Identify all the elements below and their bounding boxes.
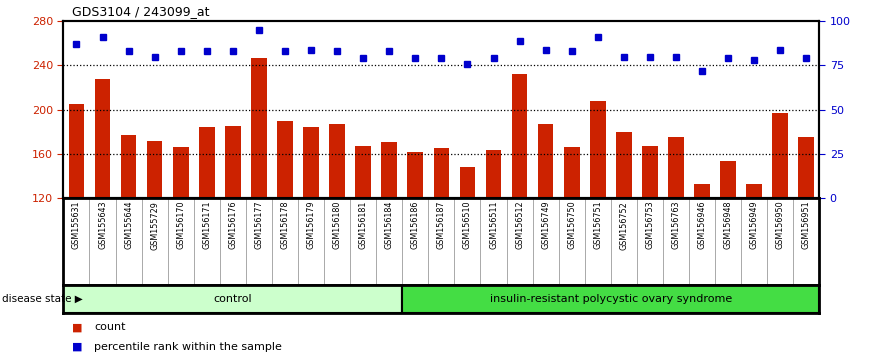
Bar (173, 147, 189, 198)
Text: GSM156950: GSM156950 (776, 201, 785, 250)
Bar (199, 127, 215, 198)
Text: ■: ■ (72, 322, 83, 332)
Bar (637, 198, 663, 285)
Text: control: control (213, 294, 252, 304)
Bar (63, 285, 403, 313)
Text: GSM156946: GSM156946 (698, 201, 707, 249)
Text: GSM156753: GSM156753 (646, 201, 655, 250)
Bar (329, 124, 345, 198)
Bar (455, 198, 480, 285)
Text: count: count (94, 322, 126, 332)
Text: GSM156181: GSM156181 (359, 201, 367, 249)
Bar (663, 198, 689, 285)
Text: GSM156180: GSM156180 (333, 201, 342, 249)
Text: GSM155631: GSM155631 (72, 201, 81, 249)
Text: GSM156951: GSM156951 (802, 201, 811, 250)
Bar (355, 146, 371, 198)
Bar (537, 124, 553, 198)
Bar (767, 198, 793, 285)
Text: GSM156184: GSM156184 (385, 201, 394, 249)
Bar (428, 198, 455, 285)
Bar (225, 126, 241, 198)
Bar (798, 137, 814, 198)
Bar (721, 161, 736, 198)
Bar (142, 198, 167, 285)
Text: GSM156948: GSM156948 (723, 201, 733, 249)
Text: GSM156177: GSM156177 (255, 201, 263, 250)
Bar (689, 198, 715, 285)
Text: GSM156187: GSM156187 (437, 201, 446, 249)
Text: GSM156178: GSM156178 (280, 201, 290, 249)
Bar (533, 198, 559, 285)
Bar (507, 198, 533, 285)
Text: GSM156751: GSM156751 (593, 201, 603, 250)
Text: GSM156752: GSM156752 (619, 201, 628, 250)
Bar (746, 184, 762, 198)
Bar (485, 149, 501, 198)
Text: GSM156171: GSM156171 (203, 201, 211, 249)
Text: disease state ▶: disease state ▶ (2, 294, 83, 304)
Bar (272, 198, 298, 285)
Bar (616, 132, 632, 198)
Bar (90, 198, 115, 285)
Text: GSM156750: GSM156750 (567, 201, 576, 250)
Bar (381, 142, 397, 198)
Bar (585, 198, 611, 285)
Text: GSM156763: GSM156763 (671, 201, 680, 249)
Bar (564, 147, 580, 198)
Bar (512, 74, 528, 198)
Text: GSM156511: GSM156511 (489, 201, 498, 249)
Bar (460, 167, 475, 198)
Bar (121, 135, 137, 198)
Bar (590, 101, 605, 198)
Bar (480, 198, 507, 285)
Bar (376, 198, 403, 285)
Text: insulin-resistant polycystic ovary syndrome: insulin-resistant polycystic ovary syndr… (490, 294, 732, 304)
Bar (246, 198, 272, 285)
Bar (324, 198, 350, 285)
Bar (278, 121, 292, 198)
Text: GDS3104 / 243099_at: GDS3104 / 243099_at (72, 5, 210, 18)
Bar (167, 198, 194, 285)
Bar (773, 113, 788, 198)
Bar (251, 58, 267, 198)
Text: GSM156176: GSM156176 (228, 201, 237, 249)
Bar (793, 198, 819, 285)
Text: GSM156510: GSM156510 (463, 201, 472, 249)
Text: ■: ■ (72, 342, 83, 352)
Bar (642, 146, 658, 198)
Bar (194, 198, 220, 285)
Bar (715, 198, 741, 285)
Bar (611, 198, 637, 285)
Bar (115, 198, 142, 285)
Bar (403, 198, 428, 285)
Text: GSM155644: GSM155644 (124, 201, 133, 249)
Bar (69, 104, 85, 198)
Bar (350, 198, 376, 285)
Bar (408, 152, 423, 198)
Text: GSM156170: GSM156170 (176, 201, 185, 249)
Bar (95, 79, 110, 198)
Text: GSM156186: GSM156186 (411, 201, 420, 249)
Bar (298, 198, 324, 285)
Text: GSM155643: GSM155643 (98, 201, 107, 249)
Text: GSM155729: GSM155729 (150, 201, 159, 250)
Bar (303, 127, 319, 198)
Text: percentile rank within the sample: percentile rank within the sample (94, 342, 282, 352)
Text: GSM156949: GSM156949 (750, 201, 759, 250)
Bar (668, 137, 684, 198)
Bar (741, 198, 767, 285)
Bar (63, 198, 90, 285)
Text: GSM156512: GSM156512 (515, 201, 524, 250)
Bar (559, 198, 585, 285)
Text: GSM156179: GSM156179 (307, 201, 315, 250)
Bar (433, 148, 449, 198)
Bar (220, 198, 246, 285)
Bar (694, 184, 710, 198)
Bar (147, 141, 162, 198)
Bar (403, 285, 819, 313)
Text: GSM156749: GSM156749 (541, 201, 550, 250)
